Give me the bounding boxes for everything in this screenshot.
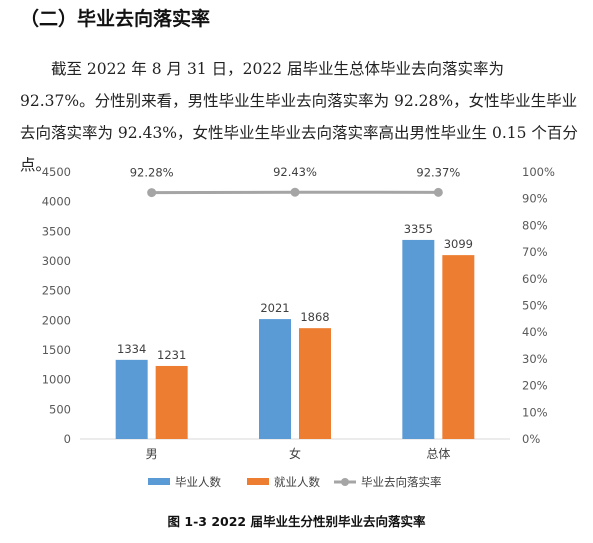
left-tick-label: 1500: [42, 343, 71, 357]
right-tick-label: 60%: [522, 272, 548, 286]
bar-value-label: 3355: [404, 222, 433, 236]
bar-employed: [299, 328, 331, 439]
section-heading: （二）毕业去向落实率: [20, 8, 211, 30]
right-tick-label: 40%: [522, 325, 548, 339]
right-tick-label: 80%: [522, 218, 548, 232]
rate-point: [147, 188, 157, 198]
right-tick-label: 0%: [522, 432, 540, 446]
legend-label: 毕业去向落实率: [361, 475, 442, 489]
rate-value-label: 92.43%: [273, 165, 317, 179]
bar-value-label: 1334: [117, 342, 146, 356]
summary-paragraph: 截至 2022 年 8 月 31 日，2022 届毕业生总体毕业去向落实率为 9…: [20, 60, 578, 174]
chart-bars: 1334 1231 2021 1868 3355 3099: [115, 222, 475, 439]
left-tick-label: 2500: [42, 284, 71, 298]
right-tick-label: 20%: [522, 379, 548, 393]
right-tick-label: 10%: [522, 405, 548, 419]
bar-graduates: [259, 319, 291, 439]
legend-swatch: [247, 478, 269, 485]
figure-caption: 图 1-3 2022 届毕业生分性别毕业去向落实率: [167, 514, 426, 529]
category-label: 总体: [426, 447, 450, 461]
legend-label: 毕业人数: [175, 475, 221, 489]
bar-graduates: [115, 359, 148, 439]
bar-graduates: [402, 239, 435, 439]
chart-legend: 毕业人数 就业人数 毕业去向落实率: [148, 475, 442, 489]
rate-point: [290, 187, 300, 197]
left-tick-label: 3500: [42, 224, 71, 238]
bar-value-label: 1231: [157, 348, 186, 362]
chart-rate-line: 92.28% 92.43% 92.37%: [130, 165, 460, 198]
left-tick-label: 500: [49, 402, 71, 416]
bar-employed: [155, 365, 188, 439]
left-tick-label: 4500: [42, 165, 71, 179]
employment-chart: 0 500 1000 1500 2000 2500 3000 3500 4000 4500 0% 10…: [42, 165, 555, 489]
right-tick-label: 90%: [522, 192, 548, 206]
legend-swatch-marker: [341, 478, 349, 486]
bar-value-label: 3099: [444, 237, 473, 251]
rate-value-label: 92.28%: [130, 166, 174, 180]
right-tick-label: 70%: [522, 245, 548, 259]
left-tick-label: 2000: [42, 313, 71, 327]
left-tick-label: 1000: [42, 373, 71, 387]
rate-point: [433, 187, 443, 197]
right-tick-label: 100%: [522, 165, 555, 179]
left-tick-label: 0: [64, 432, 71, 446]
legend-swatch: [148, 478, 170, 485]
category-label: 女: [289, 446, 301, 461]
left-tick-label: 3000: [42, 254, 71, 268]
right-tick-label: 50%: [522, 299, 548, 313]
bar-value-label: 2021: [260, 301, 289, 315]
bar-employed: [442, 255, 475, 439]
left-tick-label: 4000: [42, 195, 71, 209]
legend-label: 就业人数: [274, 475, 320, 489]
right-tick-label: 30%: [522, 352, 548, 366]
rate-value-label: 92.37%: [416, 165, 460, 179]
category-label: 男: [146, 447, 158, 461]
chart-axes: 0 500 1000 1500 2000 2500 3000 3500 4000 4500 0% 10…: [42, 165, 555, 461]
bar-value-label: 1868: [300, 310, 329, 324]
